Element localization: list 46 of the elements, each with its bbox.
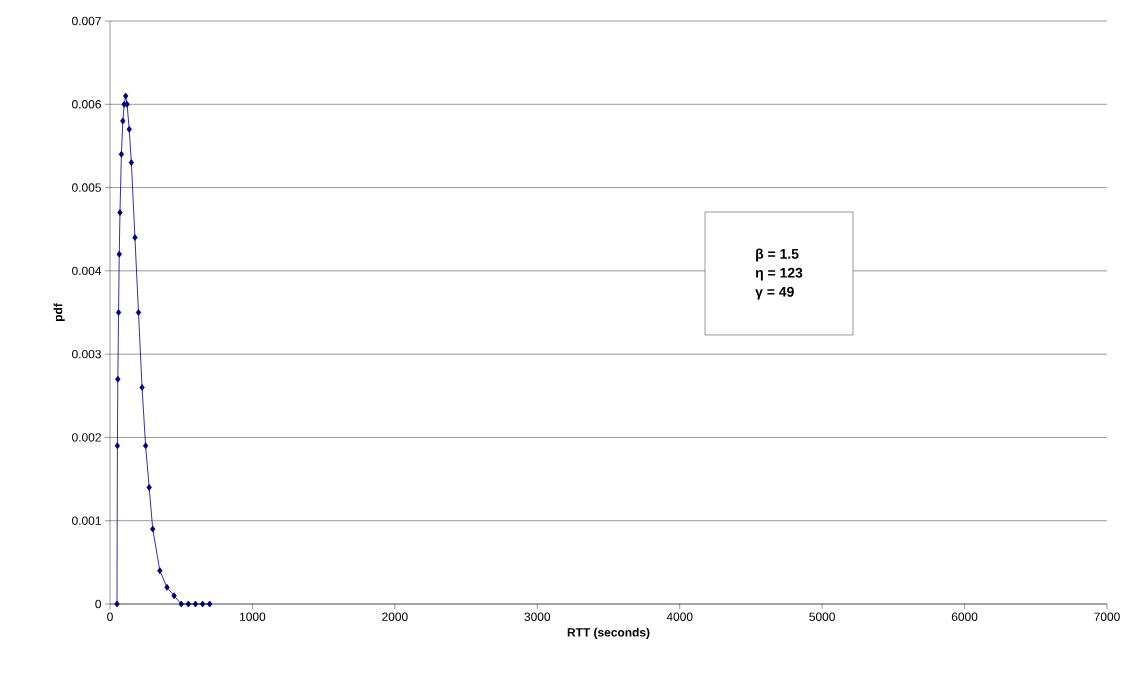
point	[116, 250, 122, 258]
point	[132, 234, 138, 241]
y-tick-label: 0	[95, 599, 102, 609]
point	[115, 309, 122, 316]
x-tick-label: 0	[107, 612, 113, 621]
point	[139, 384, 145, 391]
y-tick-label: 0.007	[72, 16, 101, 26]
x-tick-label: 5000	[809, 612, 835, 621]
point	[199, 600, 206, 608]
point	[128, 159, 135, 166]
x-tick-label: 6000	[951, 612, 978, 621]
point	[135, 309, 142, 316]
x-tick-label: 2000	[382, 612, 408, 621]
x-tick-label: 3000	[524, 612, 551, 621]
y-tick-label: 0.002	[72, 433, 101, 442]
x-tick-label: 1000	[240, 612, 266, 621]
point	[114, 442, 121, 450]
annotation: β = 1.5	[756, 248, 799, 262]
y-tick-label: 0.004	[72, 266, 102, 276]
y-tick-label: 0.006	[72, 100, 101, 109]
point	[192, 600, 199, 608]
y-axis-title: pdf	[53, 303, 65, 322]
point	[115, 375, 121, 383]
point	[120, 117, 126, 125]
point	[146, 484, 152, 491]
y-tick-label: 0.005	[72, 183, 101, 192]
point	[114, 600, 120, 608]
x-axis-title: RTT (seconds)	[567, 627, 650, 639]
point	[157, 567, 163, 575]
point	[185, 600, 191, 608]
point	[150, 525, 156, 533]
point	[126, 125, 132, 133]
y-tick-label: 0.003	[72, 349, 101, 359]
annotation: η = 123	[755, 267, 803, 281]
point	[118, 150, 125, 158]
x-tick-label: 4000	[666, 612, 693, 621]
annotation: γ = 49	[755, 286, 794, 300]
point	[123, 92, 129, 100]
point	[142, 442, 149, 450]
point	[171, 592, 177, 600]
point	[178, 600, 184, 608]
y-tick-label: 0.001	[72, 516, 101, 525]
point	[117, 209, 123, 216]
point	[207, 600, 213, 608]
point	[164, 583, 170, 591]
x-tick-label: 7000	[1094, 612, 1120, 621]
